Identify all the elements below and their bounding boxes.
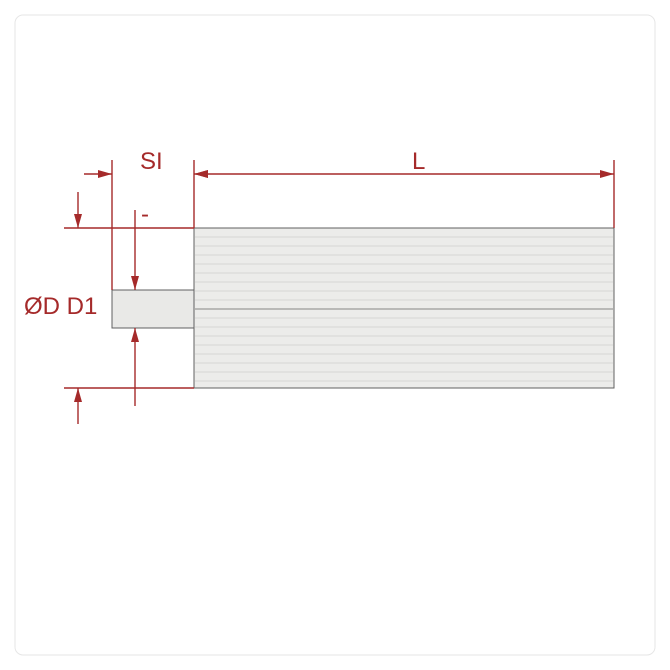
svg-text:-: - (141, 201, 149, 228)
dim-label-SI: SI (140, 148, 163, 176)
dim-label-L: L (412, 148, 425, 176)
dim-label-D: ØD D1 (24, 293, 97, 321)
diagram-canvas: - (0, 0, 670, 670)
